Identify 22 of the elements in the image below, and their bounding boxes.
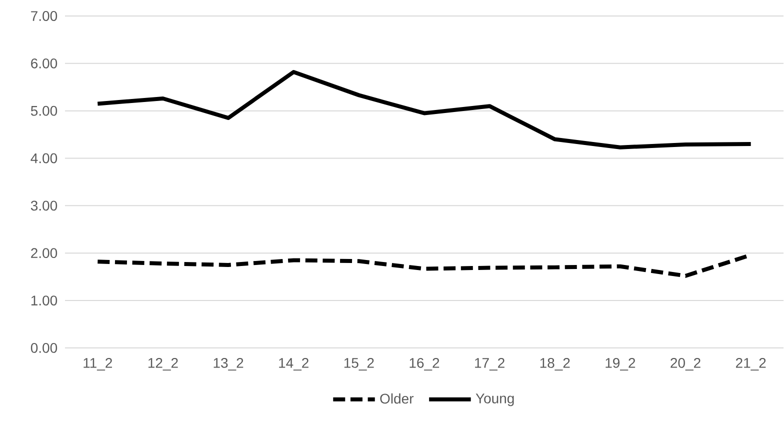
x-tick-label: 21_2 — [736, 358, 766, 371]
y-tick-label: 5.00 — [30, 106, 58, 116]
x-tick-label: 18_2 — [540, 358, 570, 371]
y-tick-label: 4.00 — [30, 153, 58, 164]
line-series — [96, 70, 753, 150]
y-tick-label: 0.00 — [30, 343, 58, 353]
x-tick-label: 19_2 — [606, 358, 636, 371]
x-tick-label: 16_2 — [410, 358, 440, 371]
y-tick-label: 3.00 — [30, 200, 58, 211]
x-tick-label: 12_2 — [148, 358, 178, 371]
legend-label: Young — [476, 394, 514, 406]
y-tick-label: 1.00 — [31, 296, 58, 306]
y-tick-label: 7.00 — [31, 11, 58, 22]
x-tick-label: 14_2 — [279, 358, 308, 371]
legend-label: Older — [380, 393, 414, 404]
x-tick-label: 13_2 — [214, 358, 244, 371]
x-tick-label: 20_2 — [670, 358, 700, 371]
y-tick-label: 6.00 — [31, 58, 58, 68]
y-tick-label: 2.00 — [31, 248, 58, 258]
x-tick-label: 11_2 — [84, 358, 112, 371]
x-tick-label: 17_2 — [475, 358, 504, 371]
x-tick-label: 15_2 — [344, 358, 374, 371]
